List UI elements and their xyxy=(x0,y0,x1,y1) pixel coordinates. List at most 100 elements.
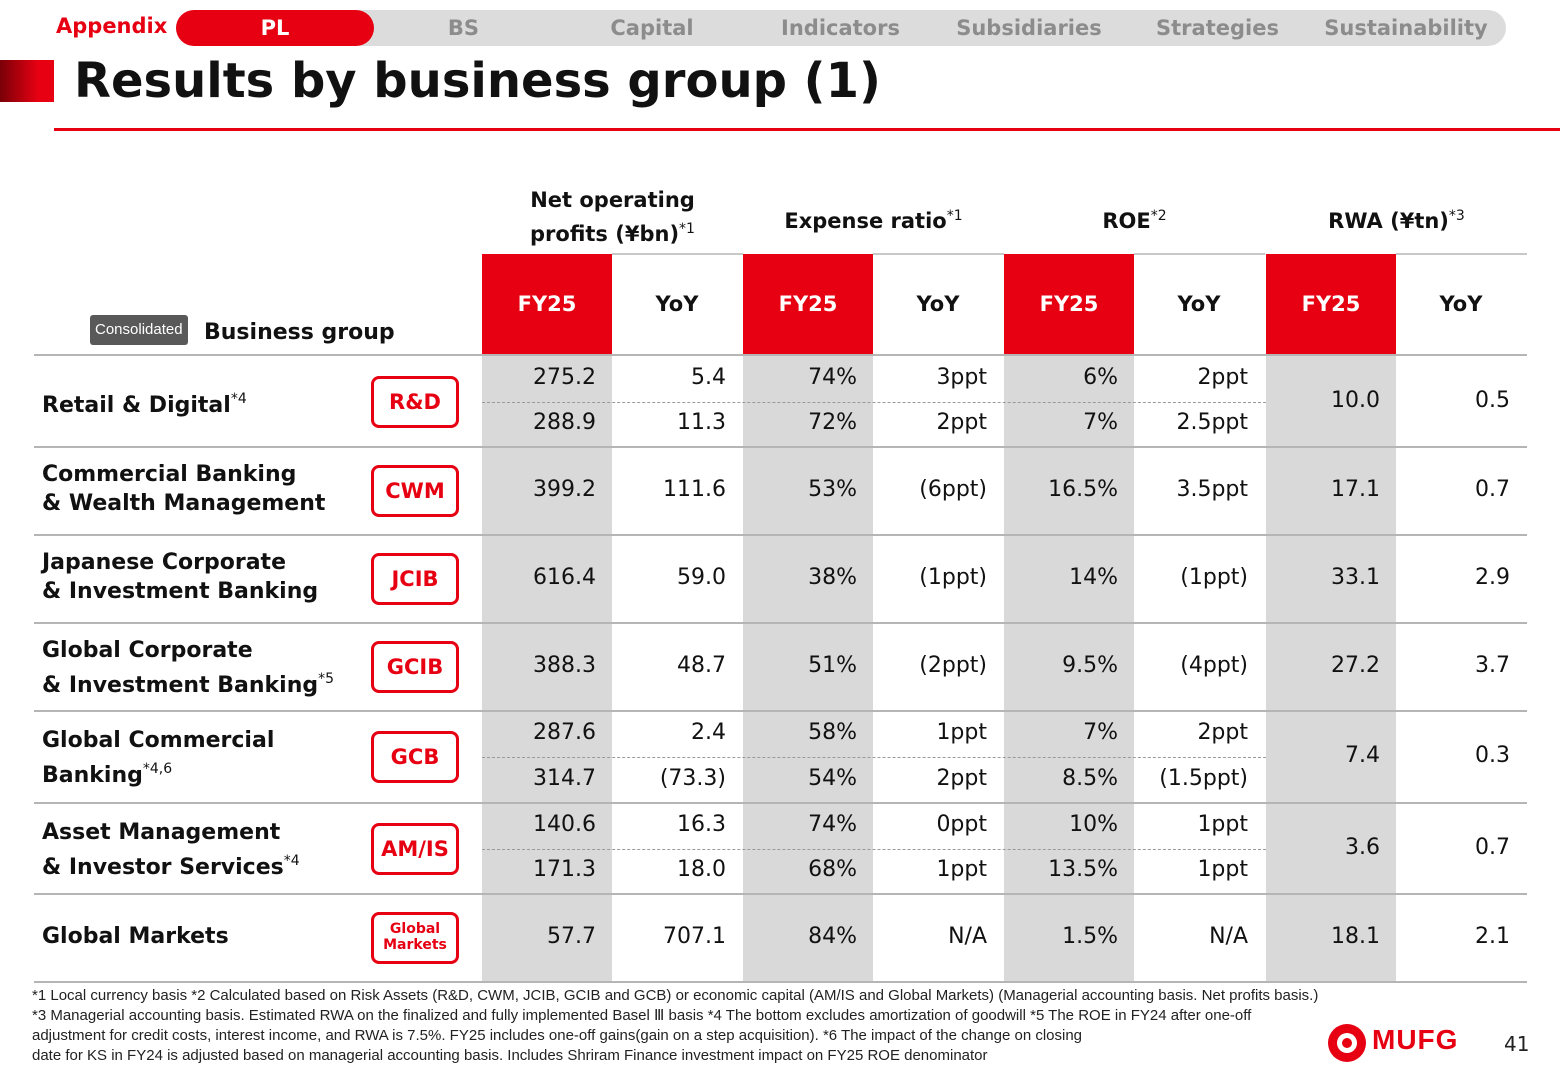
metric-header: Expense ratio*1 xyxy=(743,202,1004,236)
row-divider xyxy=(34,534,1527,536)
row-divider-dashed xyxy=(482,757,1266,758)
table-cell: 10% xyxy=(1069,811,1118,837)
table-cell: 72% xyxy=(808,410,857,436)
business-group-name-text: Global Markets xyxy=(42,923,229,949)
header-rule xyxy=(1396,253,1527,255)
table-cell: 74% xyxy=(808,811,857,837)
header-rule xyxy=(1134,253,1265,255)
row-divider xyxy=(34,981,1527,983)
metric-header: Net operating profits (¥bn)*1 xyxy=(482,186,743,249)
table-cell: 8.5% xyxy=(1062,766,1118,791)
table-cell: 16.5% xyxy=(1048,477,1118,502)
table-cell: 2.4 xyxy=(691,720,726,745)
fy25-column-shade xyxy=(1004,254,1134,982)
business-group-name: Global Corporate & Investment Banking*5 xyxy=(42,636,334,700)
business-group-name-line: & Investment Banking*5 xyxy=(42,665,334,700)
table-cell: 9.5% xyxy=(1062,653,1118,678)
business-group-name-text: Asset Management xyxy=(42,819,281,845)
business-group-name-line: & Investment Banking xyxy=(42,577,318,606)
section-nav-bar xyxy=(176,10,1506,46)
table-cell: 287.6 xyxy=(533,720,596,745)
table-cell: 1ppt xyxy=(1197,811,1248,837)
table-cell: 18.0 xyxy=(677,857,726,883)
metric-header-line: RWA (¥tn)*3 xyxy=(1266,202,1527,236)
metric-header-text: Net operating xyxy=(530,188,695,212)
business-group-name-line: Asset Management xyxy=(42,818,300,847)
table-cell: 1ppt xyxy=(1197,857,1248,883)
table-cell: 11.3 xyxy=(677,410,726,436)
fy25-header-cell xyxy=(743,254,873,355)
business-group-name: Asset Management & Investor Services*4 xyxy=(42,818,300,882)
rwa-cell: 18.1 xyxy=(1331,924,1380,949)
footnote-line: *3 Managerial accounting basis. Estimate… xyxy=(32,1007,1252,1024)
footnote-ref: *4 xyxy=(283,852,300,869)
business-group-name-line: & Investor Services*4 xyxy=(42,847,300,882)
table-cell: 171.3 xyxy=(533,857,596,883)
table-cell: 13.5% xyxy=(1048,857,1118,883)
business-group-name-text: Japanese Corporate xyxy=(42,550,286,575)
metric-header-text: RWA (¥tn) xyxy=(1328,209,1449,233)
business-group-name-line: Commercial Banking xyxy=(42,460,325,489)
rwa-cell: 27.2 xyxy=(1331,653,1380,678)
table-cell: 2ppt xyxy=(936,766,987,791)
table-header-rule xyxy=(34,354,1527,356)
business-group-badge: GCIB xyxy=(371,641,459,693)
footnote-ref: *4 xyxy=(230,391,247,407)
business-group-name-text: Commercial Banking xyxy=(42,462,297,487)
business-group-badge: AM/IS xyxy=(371,822,459,875)
yoy-subheader: YoY xyxy=(1439,292,1483,316)
yoy-subheader: YoY xyxy=(1177,292,1221,316)
business-group-name-text: & Wealth Management xyxy=(42,491,326,516)
table-cell: 399.2 xyxy=(533,477,596,502)
footnote-ref: *1 xyxy=(946,208,963,224)
table-cell: (2ppt) xyxy=(919,653,987,678)
nav-tab-sustainability[interactable]: Sustainability xyxy=(1324,16,1488,40)
table-cell: 59.0 xyxy=(677,565,726,590)
table-cell: 275.2 xyxy=(533,364,596,390)
nav-tab-subsidiaries[interactable]: Subsidiaries xyxy=(956,16,1102,40)
business-group-header: Business group xyxy=(204,320,395,345)
row-divider xyxy=(34,802,1527,804)
row-divider xyxy=(34,893,1527,895)
business-group-name-line: Global Corporate xyxy=(42,636,334,665)
table-cell: 2ppt xyxy=(1197,720,1248,745)
yoy-subheader: YoY xyxy=(916,292,960,316)
table-cell: 0ppt xyxy=(936,811,987,837)
business-group-name-text: Global Corporate xyxy=(42,638,253,663)
table-cell: 140.6 xyxy=(533,811,596,837)
table-cell: (4ppt) xyxy=(1180,653,1248,678)
fy25-column-shade xyxy=(743,254,873,982)
nav-tab-pl[interactable]: PL xyxy=(176,10,374,46)
table-cell: 16.3 xyxy=(677,811,726,837)
fy25-header-cell xyxy=(1004,254,1134,355)
business-group-name-text: Global Commercial xyxy=(42,728,275,753)
row-divider xyxy=(34,710,1527,712)
nav-tab-indicators[interactable]: Indicators xyxy=(781,16,900,40)
table-cell: 58% xyxy=(808,720,857,745)
nav-tab-bs[interactable]: BS xyxy=(447,16,480,40)
business-group-badge: R&D xyxy=(371,375,459,428)
business-group-name: Japanese Corporate & Investment Banking xyxy=(42,548,318,606)
footnote-ref: *4,6 xyxy=(142,761,173,777)
metric-header-line: ROE*2 xyxy=(1004,202,1265,236)
table-cell: N/A xyxy=(948,924,987,949)
table-cell: 1.5% xyxy=(1062,924,1118,949)
row-divider-dashed xyxy=(482,848,1266,850)
nav-tab-strategies[interactable]: Strategies xyxy=(1156,16,1279,40)
row-divider-dashed xyxy=(482,401,1266,403)
business-group-name-text: & Investment Banking xyxy=(42,579,319,604)
metric-header-text: profits (¥bn) xyxy=(530,222,680,246)
table-cell: 57.7 xyxy=(547,924,596,949)
table-cell: 5.4 xyxy=(691,364,726,390)
table-cell: 388.3 xyxy=(533,653,596,678)
header-rule xyxy=(612,253,743,255)
badge-line: Markets xyxy=(383,937,447,953)
business-group-name-text: & Investment Banking xyxy=(42,673,319,698)
table-cell: (73.3) xyxy=(659,766,726,791)
table-cell: 74% xyxy=(808,364,857,390)
footnote-ref: *5 xyxy=(318,671,335,687)
metric-header: ROE*2 xyxy=(1004,202,1265,236)
mufg-logo-mark-icon xyxy=(1328,1024,1366,1062)
nav-tab-capital[interactable]: Capital xyxy=(610,16,694,40)
table-cell: (1ppt) xyxy=(1180,565,1248,590)
